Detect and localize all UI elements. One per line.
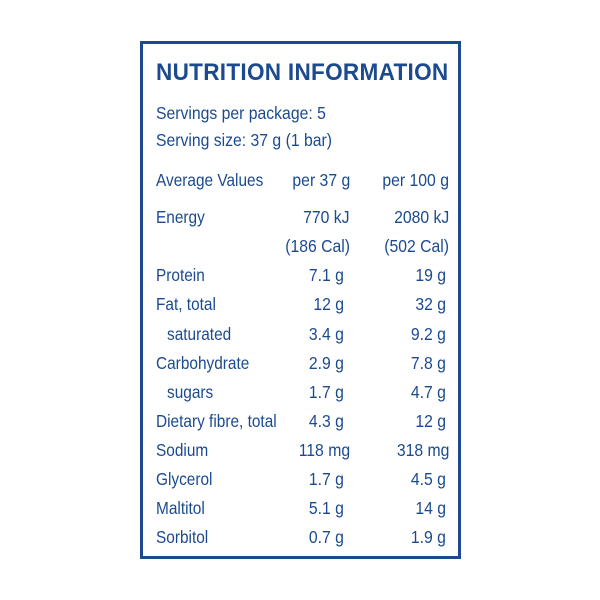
row-value-dietary-fibre-per-serving: 4.3 g [308,411,344,431]
row-value-sorbitol-per-100g: 1.9 g [410,527,446,547]
row-label-sorbitol: Sorbitol [156,527,209,547]
row-value-glycerol-per-serving: 1.7 g [308,469,344,489]
row-label-saturated: saturated [167,324,232,344]
panel-title: NUTRITION INFORMATION [156,59,449,86]
row-value-carbohydrate-per-serving: 2.9 g [308,353,344,373]
row-value-maltitol-per-100g: 14 g [415,498,446,518]
row-label-maltitol: Maltitol [156,498,205,518]
row-value-carbohydrate-per-100g: 7.8 g [410,353,446,373]
header-per-serving: per 37 g [292,170,350,190]
row-label-glycerol: Glycerol [156,469,213,489]
energy-kj-per-serving: 770 kJ [303,207,350,227]
row-value-saturated-per-100g: 9.2 g [410,324,446,344]
row-label-sugars: sugars [167,382,214,402]
row-label-protein: Protein [156,265,205,285]
header-label: Average Values [156,170,264,190]
energy-cal-per-100g: (502 Cal) [384,236,449,256]
energy-label: Energy [156,207,205,227]
row-value-maltitol-per-serving: 5.1 g [308,498,344,518]
nutrition-table: Average Values per 37 g per 100 g Energy… [143,44,458,556]
row-label-fat-total: Fat, total [156,294,216,314]
energy-kj-per-100g: 2080 kJ [393,207,449,227]
row-value-dietary-fibre-per-100g: 12 g [415,411,446,431]
row-value-fat-total-per-serving: 12 g [313,294,344,314]
row-value-saturated-per-serving: 3.4 g [308,324,344,344]
header-per-100g: per 100 g [382,170,449,190]
row-label-carbohydrate: Carbohydrate [156,353,250,373]
row-value-sugars-per-100g: 4.7 g [410,382,446,402]
energy-cal-per-serving: (186 Cal) [285,236,350,256]
row-value-sorbitol-per-serving: 0.7 g [308,527,344,547]
row-value-protein-per-100g: 19 g [415,265,446,285]
row-value-fat-total-per-100g: 32 g [415,294,446,314]
row-value-sodium-per-serving: 118 mg [298,440,350,460]
row-value-protein-per-serving: 7.1 g [308,265,344,285]
row-label-dietary-fibre: Dietary fibre, total [156,411,277,431]
row-value-sodium-per-100g: 318 mg [396,440,449,460]
serving-size: Serving size: 37 g (1 bar) [156,130,332,150]
nutrition-panel: NUTRITION INFORMATION Servings per packa… [140,41,461,559]
servings-per-package: Servings per package: 5 [156,103,326,123]
row-value-glycerol-per-100g: 4.5 g [410,469,446,489]
row-label-sodium: Sodium [156,440,209,460]
row-value-sugars-per-serving: 1.7 g [308,382,344,402]
